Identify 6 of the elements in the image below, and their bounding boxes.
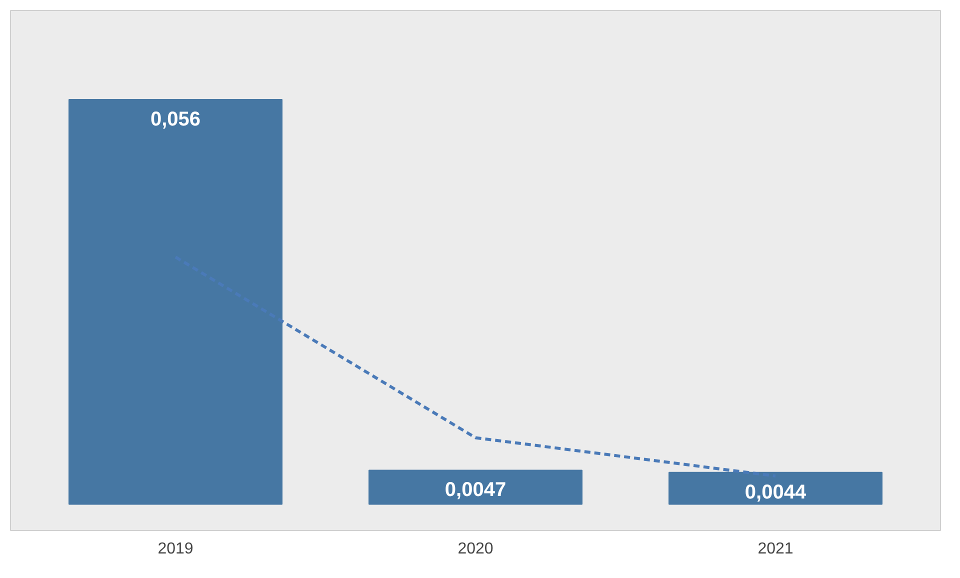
x-tick-label: 2021 <box>758 540 794 558</box>
data-label: 0,0047 <box>444 479 506 502</box>
x-tick-label: 2019 <box>158 540 194 558</box>
x-tick-label: 2020 <box>458 540 494 558</box>
data-label: 0,056 <box>150 108 201 131</box>
data-label: 0,0044 <box>744 481 807 504</box>
